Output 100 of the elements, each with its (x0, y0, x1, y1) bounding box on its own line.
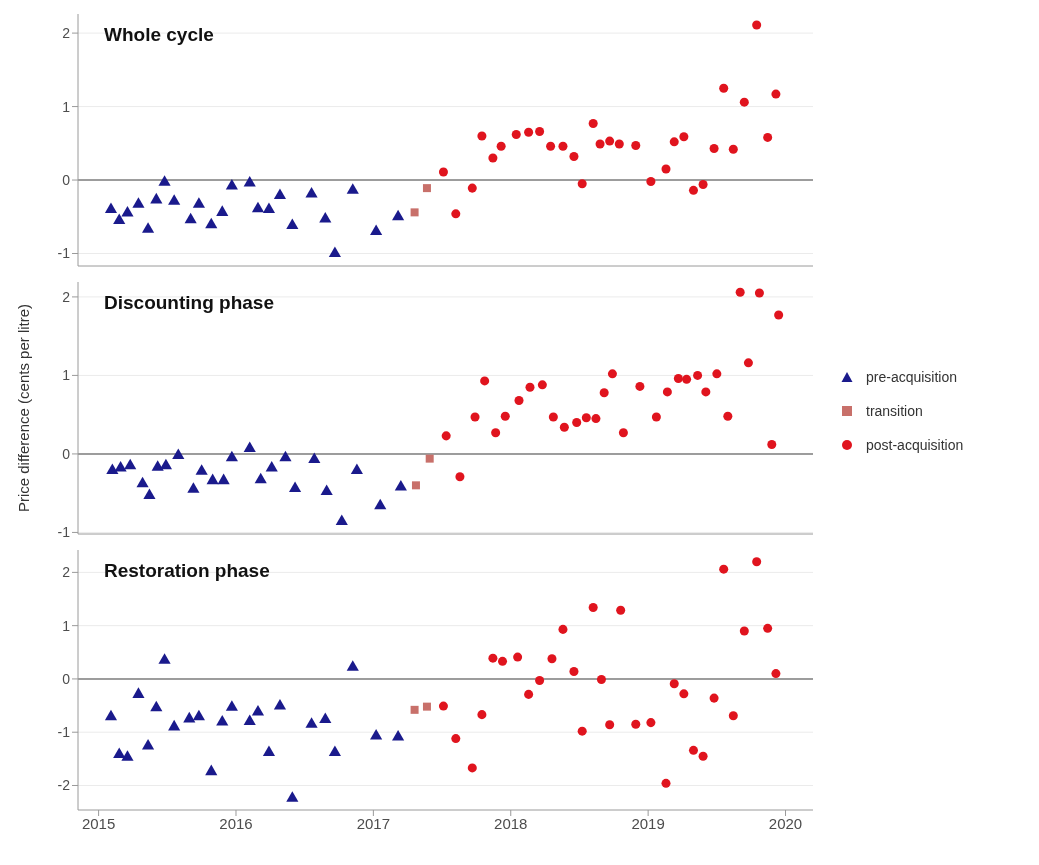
point (217, 473, 230, 485)
point (410, 705, 419, 714)
point (477, 710, 487, 720)
point (216, 715, 229, 726)
point (771, 669, 781, 679)
point (669, 137, 679, 147)
point (559, 422, 569, 432)
point (514, 396, 524, 406)
point (425, 454, 434, 463)
point (709, 143, 719, 153)
point (669, 679, 679, 689)
point (661, 164, 671, 174)
point (132, 687, 145, 698)
point (262, 745, 276, 756)
point (646, 177, 656, 187)
point (546, 141, 556, 151)
point (394, 479, 407, 491)
point (172, 448, 185, 460)
point (577, 726, 587, 736)
point (688, 185, 698, 195)
point (679, 689, 689, 699)
point (709, 693, 719, 703)
point (104, 202, 118, 213)
point (158, 653, 171, 664)
point (581, 413, 591, 423)
point (141, 739, 155, 750)
y-tick-label: -1 (57, 524, 71, 541)
point (308, 452, 321, 463)
point (168, 719, 181, 731)
x-tick-label: 2020 (768, 814, 803, 832)
point (525, 382, 535, 392)
point (183, 711, 196, 723)
point (723, 411, 733, 421)
point (438, 701, 448, 711)
point (113, 213, 126, 224)
point (184, 212, 197, 224)
point (451, 209, 461, 219)
point (136, 476, 149, 488)
x-tick-label: 2018 (494, 814, 528, 832)
point (698, 751, 708, 761)
point (588, 118, 598, 128)
point (273, 188, 287, 199)
y-tick-label: 1 (62, 98, 71, 115)
point (618, 428, 628, 438)
point (605, 136, 615, 146)
point (346, 183, 359, 194)
point (392, 729, 405, 741)
point (537, 380, 547, 390)
point (141, 222, 155, 233)
point (455, 472, 465, 482)
point (631, 719, 641, 729)
legend-label: post-acquisition (866, 437, 964, 453)
point (328, 745, 341, 756)
point (225, 450, 238, 462)
point (646, 718, 656, 728)
point (273, 699, 287, 710)
point (192, 197, 205, 208)
point (511, 129, 521, 139)
point (205, 764, 218, 776)
point (124, 458, 137, 470)
point (488, 153, 498, 163)
point (688, 745, 698, 755)
point (422, 184, 431, 193)
point (496, 141, 506, 151)
point (205, 217, 218, 229)
point (752, 20, 762, 30)
point (168, 194, 181, 205)
point (498, 656, 508, 666)
point (491, 428, 501, 438)
point (607, 369, 617, 379)
x-tick-label: 2016 (219, 814, 253, 832)
point (569, 152, 579, 162)
point (206, 473, 219, 485)
point (569, 666, 579, 676)
point (728, 711, 738, 721)
point (739, 626, 749, 636)
x-tick-label: 2019 (631, 814, 665, 832)
point (480, 376, 490, 386)
point (635, 381, 645, 391)
point (763, 132, 773, 142)
point (752, 557, 762, 567)
point (262, 202, 276, 213)
point (328, 246, 341, 258)
y-tick-label: 2 (62, 564, 71, 581)
point (305, 717, 318, 728)
point (661, 778, 671, 788)
point (651, 412, 661, 422)
point (735, 287, 745, 297)
point (121, 206, 134, 217)
point (614, 139, 624, 149)
point (320, 484, 333, 496)
point (572, 418, 582, 428)
point (279, 450, 292, 462)
y-axis-title: Price difference (cents per litre) (15, 303, 33, 513)
point (121, 750, 134, 761)
point (335, 514, 348, 525)
point (243, 714, 256, 726)
point (673, 374, 683, 384)
x-tick-label: 2015 (81, 814, 116, 832)
point (728, 144, 738, 154)
